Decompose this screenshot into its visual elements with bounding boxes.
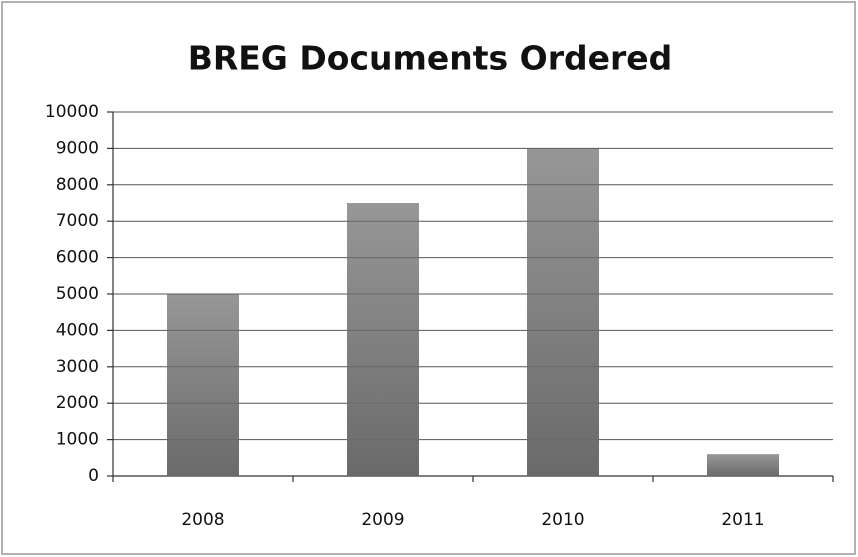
y-tick-label: 3000 — [56, 357, 99, 377]
y-tick-label: 6000 — [56, 248, 99, 268]
x-tick-label: 2011 — [721, 510, 764, 530]
y-tick-label: 10000 — [45, 102, 99, 122]
y-tick-label: 5000 — [56, 284, 99, 304]
bar — [527, 148, 599, 476]
x-tick-label: 2009 — [361, 510, 404, 530]
x-tick-label: 2008 — [181, 510, 224, 530]
bar — [347, 203, 419, 476]
y-tick-label: 4000 — [56, 320, 99, 340]
y-tick-label: 7000 — [56, 211, 99, 231]
x-tick-label: 2010 — [541, 510, 584, 530]
y-tick-label: 2000 — [56, 393, 99, 413]
bar — [707, 454, 779, 476]
chart-title: BREG Documents Ordered — [188, 39, 673, 78]
y-tick-label: 8000 — [56, 175, 99, 195]
y-tick-label: 0 — [88, 466, 99, 486]
y-tick-label: 9000 — [56, 138, 99, 158]
bar — [167, 294, 239, 476]
y-tick-label: 1000 — [56, 430, 99, 450]
